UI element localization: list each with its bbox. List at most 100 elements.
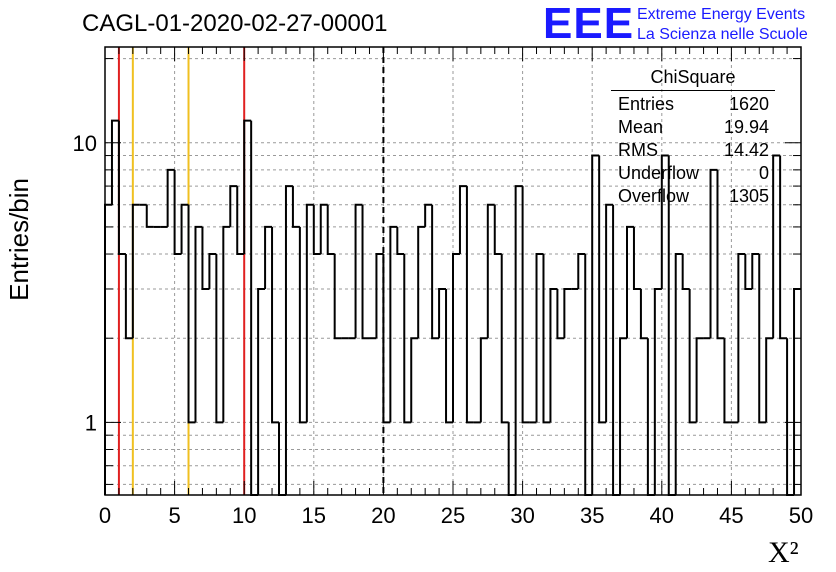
x-tick-label: 15	[302, 503, 326, 528]
histogram-bin	[187, 204, 196, 424]
histogram-bin	[493, 204, 502, 256]
histogram-bin	[417, 225, 426, 339]
histogram-bin	[591, 154, 600, 495]
histogram-bin	[382, 254, 391, 424]
y-tick-label: 10	[73, 131, 97, 156]
histogram-bin	[486, 203, 495, 339]
x-tick-label: 35	[580, 503, 604, 528]
histogram-bin	[765, 337, 774, 423]
histogram-bin	[772, 154, 781, 339]
stats-value: 19.94	[723, 117, 769, 137]
stats-label: Mean	[618, 117, 664, 137]
histogram-bin	[695, 337, 704, 423]
histogram-bin	[410, 337, 419, 423]
histogram-bin	[396, 226, 405, 256]
stats-value: 14.42	[723, 140, 769, 160]
x-tick-label: 0	[99, 503, 111, 528]
histogram-bin	[389, 225, 398, 423]
histogram-bin	[737, 253, 746, 423]
histogram-bin	[312, 204, 321, 256]
histogram-bin	[793, 287, 801, 495]
x-tick-label: 50	[789, 503, 813, 528]
histogram-bin	[222, 225, 231, 423]
y-axis-label-wrap: Entries/bin	[4, 178, 44, 301]
histogram-bin	[201, 226, 210, 290]
x-tick-label: 40	[650, 503, 674, 528]
stats-value: 1305	[728, 186, 769, 206]
x-tick-label: 30	[510, 503, 534, 528]
x-axis-label: X²	[768, 536, 799, 569]
histogram-bin	[180, 203, 189, 255]
histogram-bin	[716, 169, 725, 340]
x-tick-label: 20	[371, 503, 395, 528]
histogram-bin	[751, 253, 760, 289]
histogram-bin	[110, 119, 119, 205]
histogram-bin	[250, 120, 259, 496]
logo-caption-line2: La Scienza nelle Scuole	[637, 26, 808, 43]
histogram-bin	[215, 254, 224, 424]
x-tick-label: 45	[719, 503, 743, 528]
stats-box: ChiSquare Entries 1620 Mean 19.94 RMS 14…	[611, 67, 775, 208]
histogram-bin	[243, 119, 252, 255]
histogram-bin	[786, 338, 795, 496]
histogram-bin	[723, 338, 732, 424]
histogram-bin	[166, 168, 175, 227]
histogram-bin	[333, 254, 342, 340]
histogram-bin	[549, 287, 558, 423]
histogram-bin	[653, 287, 662, 495]
x-tick-label: 25	[441, 503, 465, 528]
stats-row: Entries 1620	[611, 93, 775, 116]
histogram-bin	[535, 253, 544, 423]
histogram-bin	[500, 254, 509, 424]
histogram-bin	[117, 120, 126, 256]
histogram-bin	[674, 253, 683, 495]
histogram-bin	[542, 254, 551, 424]
stats-box-title: ChiSquare	[611, 67, 775, 91]
logo-caption-line1: Extreme Energy Events	[637, 6, 806, 23]
histogram-bin	[145, 204, 154, 228]
histogram-bin	[257, 287, 266, 495]
histogram-bin	[598, 155, 607, 424]
histogram-bin	[124, 254, 133, 340]
histogram-bin	[194, 225, 203, 423]
histogram-bin	[556, 288, 565, 340]
histogram-bin	[577, 253, 586, 289]
y-tick-label: 1	[85, 410, 97, 435]
histogram-bin	[521, 186, 530, 424]
x-tick-label: 10	[232, 503, 256, 528]
stats-label: Entries	[618, 94, 675, 114]
histogram-bin	[563, 287, 572, 339]
x-tick-label: 5	[168, 503, 180, 528]
histogram-bin	[514, 185, 523, 495]
eee-logo: EEE	[543, 0, 635, 48]
histogram-bin	[452, 253, 460, 423]
histogram-bin	[626, 225, 634, 339]
histogram-bin	[424, 203, 433, 227]
stats-label: Underflow	[618, 163, 700, 183]
histogram-bin	[458, 185, 467, 255]
histogram-bin	[319, 203, 328, 255]
histogram-bin	[375, 253, 384, 339]
histogram-bin	[354, 203, 363, 339]
histogram-bin	[688, 288, 697, 424]
stats-row: Underflow 0	[611, 162, 775, 185]
histogram-bin	[758, 254, 767, 424]
histogram-bars	[104, 119, 801, 496]
histogram-bin	[681, 254, 690, 290]
stats-row: RMS 14.42	[611, 139, 775, 162]
stats-label: RMS	[618, 140, 658, 160]
histogram-bin	[438, 287, 447, 339]
axes: 0 5 10 15 20 25 30 35 40 45 50 1 10	[73, 46, 813, 528]
histogram-bin	[403, 254, 412, 424]
histogram-bin	[291, 186, 300, 228]
histogram-bin	[605, 203, 614, 423]
stats-label: Overflow	[618, 186, 690, 206]
histogram-bin	[361, 204, 370, 340]
histogram-bin	[208, 253, 217, 289]
histogram-bin	[104, 203, 112, 495]
histogram-bin	[660, 154, 669, 289]
histogram-bin	[639, 288, 648, 340]
histogram-bin	[632, 226, 641, 290]
histogram-bin	[298, 226, 307, 424]
chart-title: CAGL-01-2020-02-27-00001	[82, 10, 388, 37]
